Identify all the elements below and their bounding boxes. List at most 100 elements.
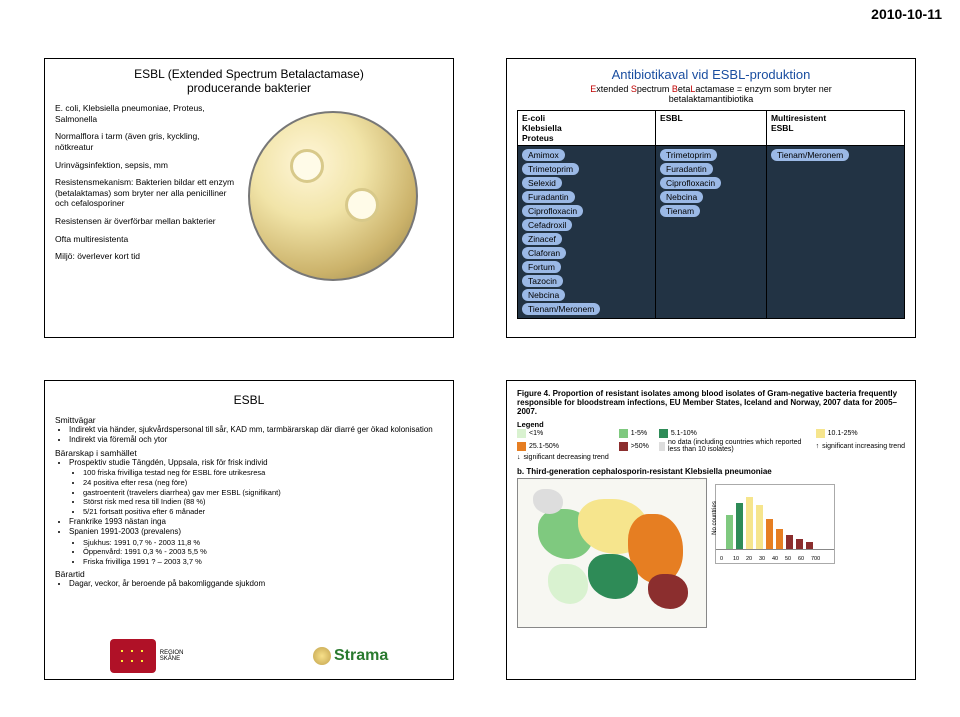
- cell-col3: Tienam/Meronem: [766, 146, 904, 319]
- drug-pill: Amimox: [522, 149, 565, 161]
- list-item: Spanien 1991-2003 (prevalens) Sjukhus: 1…: [69, 527, 443, 567]
- list-item: Öppenvård: 1991 0,3 % - 2003 5,5 %: [83, 547, 443, 557]
- legend-swatch: [659, 429, 668, 438]
- logo-row: REGION SKÅNE Strama: [45, 639, 453, 673]
- figure-title: Figure 4. Proportion of resistant isolat…: [517, 389, 905, 416]
- list-item: 5/21 fortsatt positiva efter 6 månader: [83, 507, 443, 517]
- list-item: Sjukhus: 1991 0,7 % - 2003 11,8 %: [83, 538, 443, 548]
- x-tick: 20: [746, 556, 752, 562]
- p1-para: Urinvägsinfektion, sepsis, mm: [55, 160, 240, 171]
- sub-letter: L: [690, 84, 695, 94]
- legend: <1% 1-5% 5.1-10% 10.1-25% 25.1-50% >50% no dat…: [517, 429, 905, 461]
- legend-text: significant increasing trend: [822, 443, 905, 450]
- p1-para: Normalflora i tarm (även gris, kyckling,…: [55, 131, 240, 152]
- sub-letter: E: [590, 84, 596, 94]
- legend-item: 10.1-25%: [816, 429, 905, 438]
- x-tick: 50: [785, 556, 791, 562]
- legend-item: 5.1-10%: [659, 429, 806, 438]
- strama-icon: [313, 647, 331, 665]
- strama-text: Strama: [334, 647, 388, 665]
- legend-text: 5.1-10%: [671, 430, 697, 437]
- th-text: ESBL: [771, 123, 794, 133]
- drug-pill: Furadantin: [660, 163, 713, 175]
- legend-item: 25.1-50%: [517, 439, 609, 453]
- legend-text: <1%: [529, 430, 543, 437]
- th-col2: ESBL: [656, 111, 767, 146]
- legend-swatch: [517, 442, 526, 451]
- panel-antibiotics-table: Antibiotikaval vid ESBL-produktion Exten…: [506, 58, 916, 338]
- p1-para: Resistensen är överförbar mellan bakteri…: [55, 216, 240, 227]
- legend-text: 25.1-50%: [529, 443, 559, 450]
- panel-esbl-bacteria: ESBL (Extended Spectrum Betalactamase) p…: [44, 58, 454, 338]
- legend-text: 10.1-25%: [828, 430, 858, 437]
- drug-pill: Ciprofloxacin: [522, 205, 583, 217]
- legend-text: 1-5%: [631, 430, 647, 437]
- bar-chart: No countries0102030405060700: [715, 484, 835, 564]
- drug-pill: Tienam/Meronem: [522, 303, 600, 315]
- drug-pill: Trimetoprim: [522, 163, 579, 175]
- p2-title: Antibiotikaval vid ESBL-produktion: [517, 67, 905, 82]
- map-region: [533, 489, 563, 514]
- list-item: Indirekt via föremål och ytor: [69, 435, 443, 445]
- p1-title: ESBL (Extended Spectrum Betalactamase) p…: [55, 67, 443, 95]
- y-axis-label: No countries: [712, 501, 718, 535]
- th-text: Klebsiella: [522, 123, 562, 133]
- map-subcaption: b. Third-generation cephalosporin-resist…: [517, 467, 905, 476]
- legend-text: >50%: [631, 443, 649, 450]
- legend-swatch: [619, 442, 628, 451]
- p3-heading: ESBL: [55, 393, 443, 407]
- legend-item: ↓significant decreasing trend: [517, 454, 609, 461]
- arrow-down-icon: ↓: [517, 454, 521, 461]
- sub-letter: B: [672, 84, 678, 94]
- sub-letter: S: [631, 84, 637, 94]
- drug-pill: Nebcina: [660, 191, 703, 203]
- legend-text: significant decreasing trend: [524, 454, 609, 461]
- p1-text-column: E. coli, Klebsiella pneumoniae, Proteus,…: [55, 103, 240, 281]
- chart-bar: [726, 515, 733, 549]
- p1-para: E. coli, Klebsiella pneumoniae, Proteus,…: [55, 103, 240, 124]
- p3-sec3: Bärartid: [55, 569, 443, 579]
- th-text: Multiresistent: [771, 113, 826, 123]
- region-skane-logo: [110, 639, 156, 673]
- list-text: Prospektiv studie Tängdén, Uppsala, risk…: [69, 458, 268, 467]
- drug-pill: Tienam/Meronem: [771, 149, 849, 161]
- legend-item: <1%: [517, 429, 609, 438]
- drug-pill: Furadantin: [522, 191, 575, 203]
- drug-pill: Selexid: [522, 177, 562, 189]
- th-col3: Multiresistent ESBL: [766, 111, 904, 146]
- x-tick: 700: [811, 556, 820, 562]
- p1-para: Ofta multiresistenta: [55, 234, 240, 245]
- legend-swatch: [517, 429, 526, 438]
- x-tick: 60: [798, 556, 804, 562]
- legend-swatch: [659, 442, 665, 451]
- p1-title-line2: producerande bakterier: [187, 81, 311, 95]
- p3-sec1: Smittvägar: [55, 415, 443, 425]
- petri-dish-image: [248, 111, 418, 281]
- legend-text: no data (including countries which repor…: [668, 439, 806, 453]
- page-date: 2010-10-11: [871, 6, 942, 22]
- chart-bar: [766, 519, 773, 549]
- drug-pill: Zinacef: [522, 233, 562, 245]
- map-region: [548, 564, 588, 604]
- legend-item: no data (including countries which repor…: [659, 439, 806, 453]
- legend-swatch: [816, 429, 825, 438]
- logo-text: SKÅNE: [160, 656, 180, 662]
- list-item: Friska frivilliga 1991 ? – 2003 3,7 %: [83, 557, 443, 567]
- p3-sec2: Bärarskap i samhället: [55, 448, 443, 458]
- drug-pill: Cefadroxil: [522, 219, 572, 231]
- europe-map: [517, 478, 707, 628]
- strama-logo: Strama: [313, 647, 388, 665]
- x-tick: 30: [759, 556, 765, 562]
- chart-bar: [746, 497, 753, 549]
- legend-label: Legend: [517, 420, 905, 429]
- drug-pill: Tienam: [660, 205, 700, 217]
- region-skane-text: REGION SKÅNE: [160, 650, 184, 662]
- legend-item: 1-5%: [619, 429, 649, 438]
- p3-list: Dagar, veckor, år beroende på bakomligga…: [55, 579, 443, 589]
- drug-pill: Tazocin: [522, 275, 563, 287]
- p1-title-line1: ESBL (Extended Spectrum Betalactamase): [134, 67, 364, 81]
- p2-subtitle: Extended Spectrum BetaLactamase = enzym …: [517, 84, 905, 104]
- legend-swatch: [619, 429, 628, 438]
- list-item: Prospektiv studie Tängdén, Uppsala, risk…: [69, 458, 443, 517]
- th-col1: E-coli Klebsiella Proteus: [518, 111, 656, 146]
